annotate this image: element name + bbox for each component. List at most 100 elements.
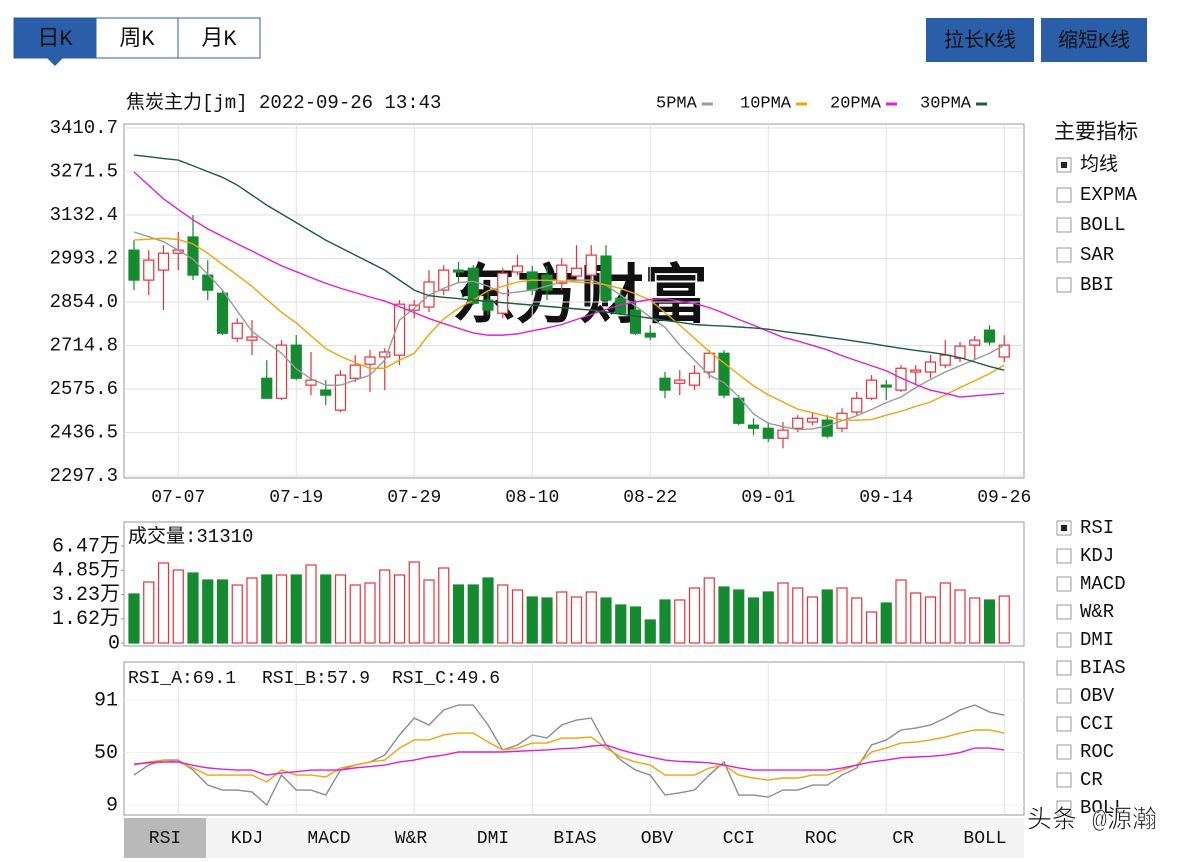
plot-frame <box>123 123 1025 479</box>
volume-bar <box>438 567 450 644</box>
candle-body <box>452 269 465 273</box>
volume-bar <box>275 574 288 644</box>
checkbox[interactable] <box>1056 604 1072 620</box>
checkbox-label[interactable]: EXPMA <box>1080 184 1138 206</box>
checkbox[interactable] <box>1056 576 1072 592</box>
legend-label: 20PMA <box>830 94 882 113</box>
zoom-button[interactable] <box>1041 18 1147 62</box>
volume-bar <box>688 587 701 644</box>
checkbox-label[interactable]: KDJ <box>1080 545 1114 567</box>
checkbox-label[interactable]: RSI <box>1080 517 1114 539</box>
volume-bar <box>718 586 730 644</box>
checkbox[interactable] <box>1056 660 1072 676</box>
candle-body <box>895 367 907 391</box>
volume-bar <box>969 597 981 644</box>
period-tab[interactable] <box>13 17 97 59</box>
volume-bar <box>452 584 465 644</box>
indicator-tab-label[interactable]: KDJ <box>231 829 263 849</box>
period-tab-label[interactable]: 日K <box>37 27 73 52</box>
volume-bar <box>143 581 155 644</box>
zoom-button[interactable] <box>926 18 1034 62</box>
checkbox-label[interactable]: BOLL <box>1080 797 1126 819</box>
legend-label: RSI_B:57.9 <box>262 669 370 689</box>
indicator-tab[interactable] <box>124 818 206 858</box>
indicator-tab-label[interactable]: CR <box>892 829 914 849</box>
candle-body <box>733 397 745 424</box>
indicator-tab-label[interactable]: DMI <box>477 829 509 849</box>
candle-body <box>880 384 892 388</box>
candle-body <box>629 309 642 334</box>
candle-body <box>851 397 863 413</box>
volume-bar <box>187 572 199 644</box>
candle-body <box>511 265 524 273</box>
candle-body <box>585 254 597 276</box>
candle-body <box>157 252 170 271</box>
checkbox-label[interactable]: 均线 <box>1080 153 1118 176</box>
legend-label: 30PMA <box>920 94 972 113</box>
volume-bar <box>762 591 774 644</box>
checkbox-label[interactable]: DMI <box>1080 629 1114 651</box>
chart-title: 成交量:31310 <box>128 525 253 548</box>
checkbox[interactable] <box>1056 744 1072 760</box>
checkbox[interactable] <box>1056 247 1072 263</box>
volume-bar <box>674 599 686 644</box>
volume-bar <box>334 574 347 644</box>
period-tab-label[interactable]: 月K <box>201 27 237 52</box>
checkbox-label[interactable]: BIAS <box>1080 657 1126 679</box>
checkbox-label[interactable]: MACD <box>1080 573 1126 595</box>
checkbox-label[interactable]: OBV <box>1080 685 1115 707</box>
volume-bar <box>747 597 760 644</box>
tab-pointer <box>47 58 63 66</box>
period-tab-label[interactable]: 周K <box>119 27 155 52</box>
indicator-tab-label[interactable]: RSI <box>149 829 181 849</box>
checkbox[interactable] <box>1056 187 1072 203</box>
volume-bar <box>556 591 568 644</box>
y-tick-label: 50 <box>94 742 118 765</box>
checkbox-label[interactable]: BBI <box>1080 274 1114 296</box>
period-tab[interactable] <box>177 17 261 59</box>
zoom-button-label[interactable]: 拉长K线 <box>944 28 1016 53</box>
candle-body <box>747 424 760 429</box>
checkbox[interactable] <box>1056 716 1072 732</box>
indicator-tab-label[interactable]: W&R <box>395 829 428 849</box>
indicator-tab-label[interactable]: BOLL <box>963 829 1006 849</box>
checkbox[interactable] <box>1056 277 1072 293</box>
volume-bar <box>231 584 243 644</box>
indicator-tab-label[interactable]: CCI <box>723 829 755 849</box>
checkbox-label[interactable]: BOLL <box>1080 214 1126 236</box>
volume-bar <box>305 564 317 644</box>
candle-body <box>865 379 878 399</box>
volume-bar <box>792 587 804 644</box>
checkbox[interactable] <box>1056 772 1072 788</box>
checkbox-mark <box>1061 525 1067 531</box>
checkbox[interactable] <box>1056 632 1072 648</box>
checkbox-label[interactable]: W&R <box>1080 601 1114 623</box>
volume-bar <box>954 589 966 644</box>
indicator-tab-label[interactable]: ROC <box>805 829 838 849</box>
indicator-tab-label[interactable]: BIAS <box>553 829 596 849</box>
checkbox-label[interactable]: CR <box>1080 769 1103 791</box>
checkbox[interactable] <box>1056 800 1072 816</box>
checkbox-label[interactable]: CCI <box>1080 713 1114 735</box>
candle-body <box>290 344 302 379</box>
candle-body <box>379 351 391 358</box>
checkbox[interactable] <box>1056 688 1072 704</box>
checkbox-label[interactable]: ROC <box>1080 741 1114 763</box>
checkbox[interactable] <box>1056 548 1072 564</box>
indicator-tab-label[interactable]: OBV <box>641 829 674 849</box>
y-tick-label: 2854.0 <box>50 291 118 313</box>
volume-bar <box>364 582 376 644</box>
volume-bar <box>865 611 878 644</box>
candle-body <box>969 339 981 346</box>
checkbox[interactable] <box>1056 217 1072 233</box>
y-tick-label: 3410.7 <box>50 117 118 139</box>
volume-bar <box>526 596 538 644</box>
zoom-button-label[interactable]: 缩短K线 <box>1058 28 1130 53</box>
checkbox-label[interactable]: SAR <box>1080 244 1114 266</box>
candle-body <box>216 292 229 334</box>
y-tick-label: 3132.4 <box>50 204 118 226</box>
volume-bar <box>821 589 833 644</box>
indicator-tab-label[interactable]: MACD <box>307 829 350 849</box>
period-tab[interactable] <box>95 17 179 59</box>
